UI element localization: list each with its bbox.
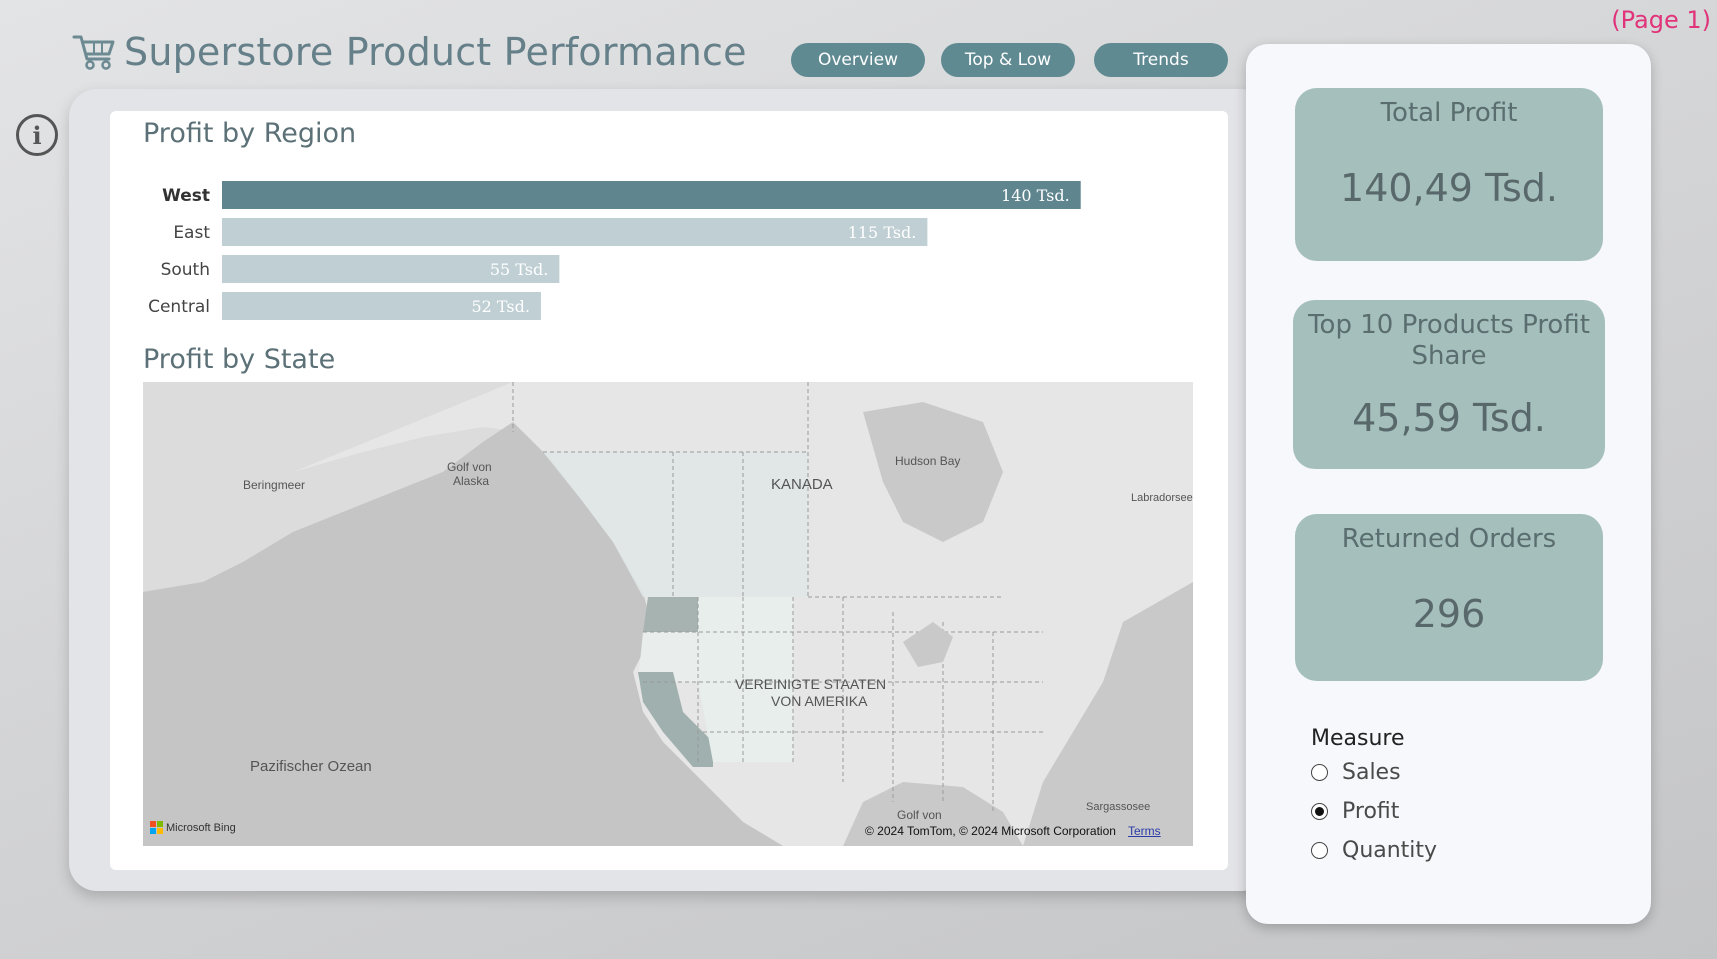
nav-top-low-button[interactable]: Top & Low — [941, 43, 1075, 77]
radio-button[interactable] — [1311, 764, 1328, 781]
bing-logo: Microsoft Bing — [150, 821, 236, 834]
kpi-value: 45,59 Tsd. — [1352, 396, 1546, 440]
map-label-usa-1: VEREINIGTE STAATEN — [735, 676, 887, 692]
map-label-sargasso: Sargassosee — [1086, 801, 1151, 813]
map-label-beringmeer: Beringmeer — [243, 478, 306, 492]
bar-south[interactable] — [222, 255, 560, 283]
microsoft-logo-icon — [150, 821, 163, 834]
nav-bar: Overview Top & Low Trends — [791, 43, 1228, 77]
profit-by-state-map[interactable]: Beringmeer Golf von Alaska KANADA Hudson… — [143, 382, 1193, 846]
bar-category-label: West — [162, 186, 210, 206]
header: Superstore Product Performance — [72, 30, 747, 74]
app-title: Superstore Product Performance — [124, 30, 747, 74]
map-copyright: © 2024 TomTom, © 2024 Microsoft Corporat… — [865, 824, 1116, 838]
map-terms-link[interactable]: Terms — [1128, 824, 1161, 838]
kpi-value: 296 — [1412, 592, 1486, 636]
info-icon[interactable]: i — [16, 114, 58, 156]
bar-value-label: 55 Tsd. — [490, 260, 548, 279]
measure-option-profit[interactable]: Profit — [1311, 799, 1399, 824]
bar-value-label: 52 Tsd. — [471, 297, 530, 316]
bar-category-label: South — [161, 260, 210, 280]
nav-trends-button[interactable]: Trends — [1094, 43, 1228, 77]
shopping-cart-icon — [72, 35, 115, 70]
kpi-label: Returned Orders — [1341, 524, 1557, 554]
radio-button-selected[interactable] — [1311, 803, 1328, 820]
kpi-label: Top 10 Products Profit Share — [1308, 310, 1590, 371]
kpi-card-top10-share: Top 10 Products Profit Share 45,59 Tsd. — [1293, 300, 1605, 469]
radio-button[interactable] — [1311, 842, 1328, 859]
map-label-kanada: KANADA — [771, 476, 833, 493]
map-background — [143, 382, 1193, 846]
kpi-label: Total Profit — [1380, 98, 1518, 128]
map-label-golf-mexico: Golf von — [897, 808, 942, 822]
measure-option-label: Profit — [1342, 799, 1400, 824]
radio-dot-icon — [1315, 807, 1324, 816]
measure-option-quantity[interactable]: Quantity — [1311, 838, 1437, 863]
region-chart-title: Profit by Region — [143, 118, 357, 149]
page-label: (Page 1) — [1611, 6, 1711, 34]
measure-option-sales[interactable]: Sales — [1311, 760, 1401, 785]
measure-slicer-title: Measure — [1311, 726, 1405, 751]
profit-by-region-chart: West 140 Tsd. East 115 Tsd. South 55 Tsd. Cent… — [148, 181, 1081, 320]
map-label-labradorsee: Labradorsee — [1131, 492, 1193, 504]
map-label-golf-alaska-1: Golf von — [447, 460, 492, 474]
bing-logo-text: Microsoft Bing — [166, 821, 236, 834]
kpi-card-returned-orders: Returned Orders 296 — [1295, 514, 1603, 681]
kpi-card-total-profit: Total Profit 140,49 Tsd. — [1295, 88, 1603, 261]
bar-value-label: 115 Tsd. — [848, 223, 917, 242]
measure-option-label: Sales — [1342, 760, 1401, 785]
measure-option-label: Quantity — [1342, 838, 1438, 863]
bar-central[interactable] — [222, 292, 541, 320]
nav-overview-button[interactable]: Overview — [791, 43, 925, 77]
map-label-hudson-bay: Hudson Bay — [895, 454, 961, 468]
bar-west[interactable] — [222, 181, 1081, 209]
state-map-title: Profit by State — [143, 344, 336, 375]
bar-east[interactable] — [222, 218, 928, 246]
kpi-value: 140,49 Tsd. — [1340, 166, 1558, 210]
map-label-pacific: Pazifischer Ozean — [250, 758, 372, 775]
map-label-golf-alaska-2: Alaska — [453, 474, 490, 488]
bar-value-label: 140 Tsd. — [1001, 186, 1070, 205]
map-label-usa-2: VON AMERIKA — [771, 693, 868, 709]
bar-category-label: East — [173, 223, 210, 243]
bar-category-label: Central — [148, 297, 210, 317]
